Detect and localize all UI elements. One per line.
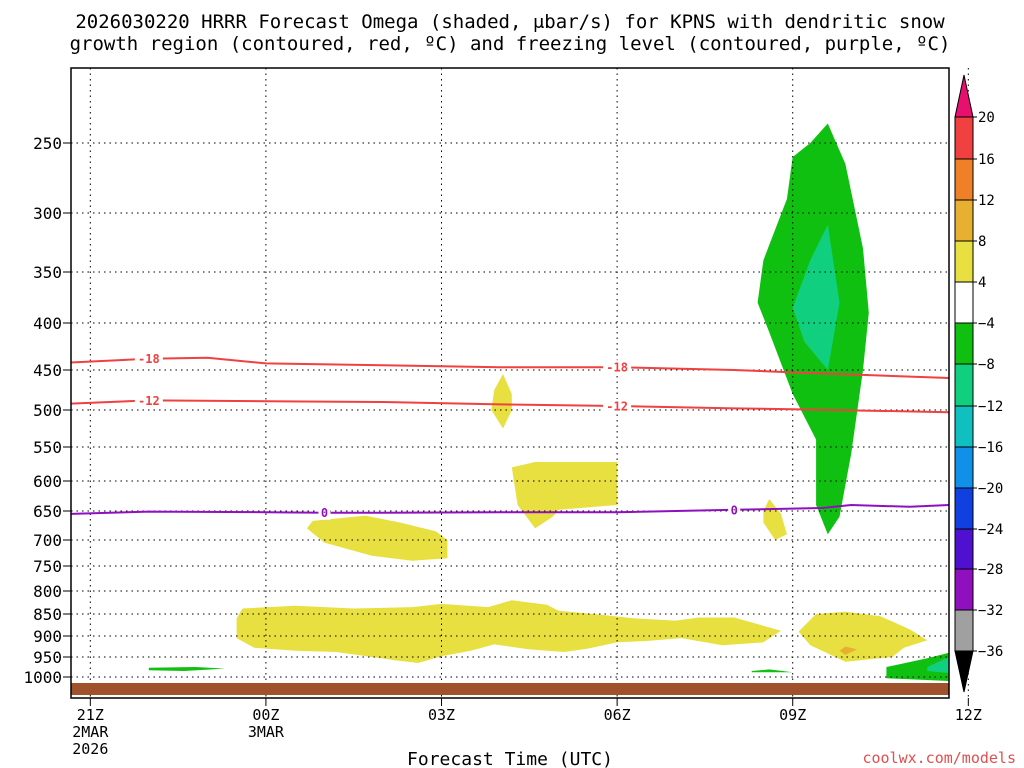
- colorbar-label-6: −8: [978, 357, 995, 373]
- colorbar-swatch-12: [954, 609, 974, 652]
- omega-region-4: [886, 652, 949, 681]
- omega-region-1: [792, 224, 840, 370]
- xtick-year-0: 2026: [72, 740, 108, 758]
- contour-label-2-1: 0: [731, 503, 738, 517]
- colorbar-swatch-8: [954, 446, 974, 489]
- colorbar-label-11: −28: [978, 562, 1003, 578]
- ytick-label-900: 900: [33, 627, 62, 646]
- colorbar-label-7: −12: [978, 399, 1003, 415]
- contour-label-1-1: -12: [606, 400, 628, 414]
- ytick-label-850: 850: [33, 605, 62, 624]
- contour-line-0: [70, 356, 950, 379]
- colorbar-swatch-6: [954, 363, 974, 407]
- ytick-label-450: 450: [33, 361, 62, 380]
- pressure-axis: 250 300 350 400 450 500 550 600 650 700 750 800 850 9…: [23, 134, 71, 687]
- omega-region-10: [236, 600, 782, 663]
- colorbar-swatch-7: [954, 405, 974, 448]
- contour-label-bg-2-1: [728, 502, 741, 517]
- ytick-label-1000: 1000: [23, 668, 62, 687]
- ytick-label-400: 400: [33, 314, 62, 333]
- xtick-label-0: 21Z: [77, 706, 104, 724]
- xtick-label-3: 00Z: [252, 706, 279, 724]
- colorbar-bottom-arrow: [954, 650, 974, 693]
- colorbar-swatch-5: [954, 322, 974, 365]
- colorbar-label-13: −36: [978, 644, 1003, 660]
- contour-label-1-0: -12: [138, 394, 160, 408]
- xtick-label-9: 06Z: [604, 706, 631, 724]
- colorbar: 20 16 12 8 4 −4 −8 −12 −16 −20 −24 −28 −32 −36: [954, 74, 1003, 693]
- chart-title-line1: 2026030220 HRRR Forecast Omega (shaded, …: [75, 11, 945, 33]
- contour-label-bg-0-0: [134, 351, 163, 366]
- ytick-label-500: 500: [33, 401, 62, 420]
- contour-label-bg-1-0: [134, 393, 163, 408]
- ytick-label-250: 250: [33, 134, 62, 153]
- ytick-label-650: 650: [33, 502, 62, 521]
- colorbar-swatch-1: [954, 158, 974, 201]
- chart-title-line2: growth region (contoured, red, ºC) and f…: [70, 33, 951, 55]
- contour-label-bg-0-1: [603, 360, 632, 375]
- contour-label-bg-1-1: [603, 399, 632, 413]
- colorbar-label-9: −20: [978, 481, 1003, 497]
- colorbar-label-12: −32: [978, 603, 1003, 619]
- ytick-label-300: 300: [33, 204, 62, 223]
- colorbar-label-4: 4: [978, 275, 986, 291]
- contour-line-2: [70, 503, 950, 515]
- ytick-label-950: 950: [33, 648, 62, 667]
- colorbar-swatch-11: [954, 568, 974, 611]
- ytick-label-350: 350: [33, 263, 62, 282]
- credit-text: coolwx.com/models: [862, 749, 1016, 767]
- ground-surface: [71, 683, 949, 695]
- omega-region-3: [751, 669, 793, 673]
- contour-line-1: [70, 399, 950, 414]
- ytick-label-700: 700: [33, 531, 62, 550]
- colorbar-label-5: −4: [978, 316, 995, 332]
- contour-label-bg-2-0: [318, 505, 331, 520]
- colorbar-swatch-0: [954, 116, 974, 160]
- xtick-label-15: 12Z: [955, 706, 982, 724]
- colorbar-label-8: −16: [978, 440, 1003, 456]
- colorbar-swatch-2: [954, 199, 974, 242]
- contour-lines: -18 -18 -12 -12 0 0: [70, 351, 950, 520]
- omega-region-7: [491, 374, 512, 429]
- colorbar-label-10: −24: [978, 522, 1003, 538]
- colorbar-label-2: 12: [978, 193, 995, 209]
- colorbar-swatch-10: [954, 528, 974, 570]
- colorbar-swatch-4: [954, 281, 974, 324]
- colorbar-top-arrow: [954, 74, 974, 118]
- omega-region-11: [798, 611, 928, 662]
- plot-frame: [70, 67, 950, 699]
- xtick-date-0: 2MAR: [72, 723, 109, 741]
- colorbar-swatch-9: [954, 487, 974, 530]
- ytick-label-550: 550: [33, 438, 62, 457]
- colorbar-label-3: 8: [978, 234, 986, 250]
- omega-shading: [148, 123, 949, 681]
- xtick-label-6: 03Z: [428, 706, 455, 724]
- contour-label-0-0: -18: [138, 352, 160, 366]
- xtick-label-12: 09Z: [779, 706, 806, 724]
- ytick-label-750: 750: [33, 557, 62, 576]
- colorbar-label-0: 20: [978, 110, 995, 126]
- xtick-date-3: 3MAR: [248, 723, 285, 741]
- contour-label-0-1: -18: [606, 361, 628, 375]
- contour-label-2-0: 0: [321, 506, 328, 520]
- grid-lines: [71, 68, 969, 698]
- ytick-label-800: 800: [33, 582, 62, 601]
- colorbar-swatch-3: [954, 240, 974, 283]
- omega-region-12: [839, 646, 858, 655]
- colorbar-label-1: 16: [978, 152, 995, 168]
- omega-region-2: [148, 667, 225, 671]
- x-axis-label: Forecast Time (UTC): [407, 749, 613, 768]
- omega-region-8: [306, 515, 448, 561]
- ytick-label-600: 600: [33, 472, 62, 491]
- omega-region-5: [927, 657, 949, 673]
